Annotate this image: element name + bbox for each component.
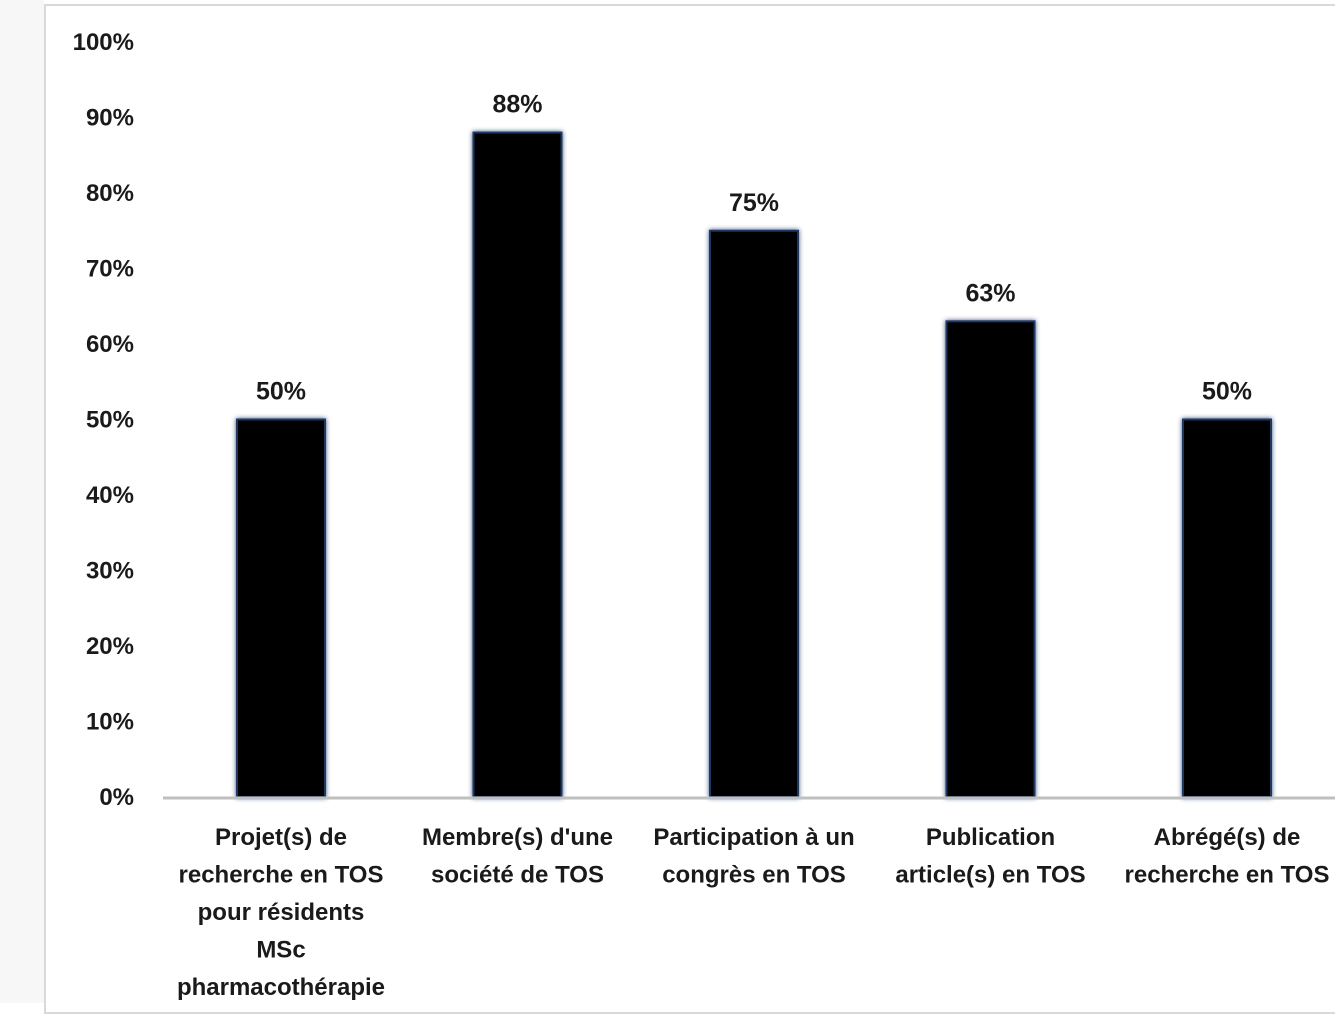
bar bbox=[709, 229, 799, 798]
x-tick-label: Membre(s) d'une société de TOS bbox=[422, 824, 613, 889]
data-label: 50% bbox=[1202, 378, 1252, 406]
category-labels: Projet(s) de recherche en TOS pour résiden… bbox=[177, 824, 1330, 1001]
y-axis-ticks: 0% 10% 20% 30% 40% 50% 60% 70% 80% 90% 100% bbox=[73, 29, 134, 811]
bars bbox=[236, 131, 1272, 799]
y-tick-label: 40% bbox=[86, 482, 134, 509]
data-label: 75% bbox=[729, 189, 779, 217]
y-tick-label: 100% bbox=[73, 29, 134, 56]
left-margin bbox=[0, 0, 44, 1003]
y-tick-label: 30% bbox=[86, 558, 134, 585]
value-labels: 50% 88% 75% 63% 50% bbox=[256, 91, 1252, 406]
y-tick-label: 90% bbox=[86, 105, 134, 132]
bar bbox=[945, 320, 1036, 798]
data-label: 50% bbox=[256, 378, 306, 406]
data-label: 63% bbox=[965, 279, 1015, 307]
x-tick-label: Projet(s) de recherche en TOS pour résiden… bbox=[177, 824, 385, 1001]
x-tick-label: Participation à un congrès en TOS bbox=[653, 824, 854, 889]
x-tick-label: Publication article(s) en TOS bbox=[895, 824, 1085, 889]
data-label: 88% bbox=[492, 91, 542, 119]
bar bbox=[236, 418, 326, 798]
y-tick-label: 20% bbox=[86, 633, 134, 660]
y-tick-label: 10% bbox=[86, 709, 134, 736]
bar bbox=[1182, 418, 1272, 798]
y-tick-label: 0% bbox=[99, 784, 134, 811]
y-tick-label: 70% bbox=[86, 256, 134, 283]
y-tick-label: 80% bbox=[86, 180, 134, 207]
x-tick-label: Abrégé(s) de recherche en TOS bbox=[1125, 824, 1330, 889]
bar bbox=[472, 131, 563, 799]
y-tick-label: 60% bbox=[86, 331, 134, 358]
y-tick-label: 50% bbox=[86, 407, 134, 434]
